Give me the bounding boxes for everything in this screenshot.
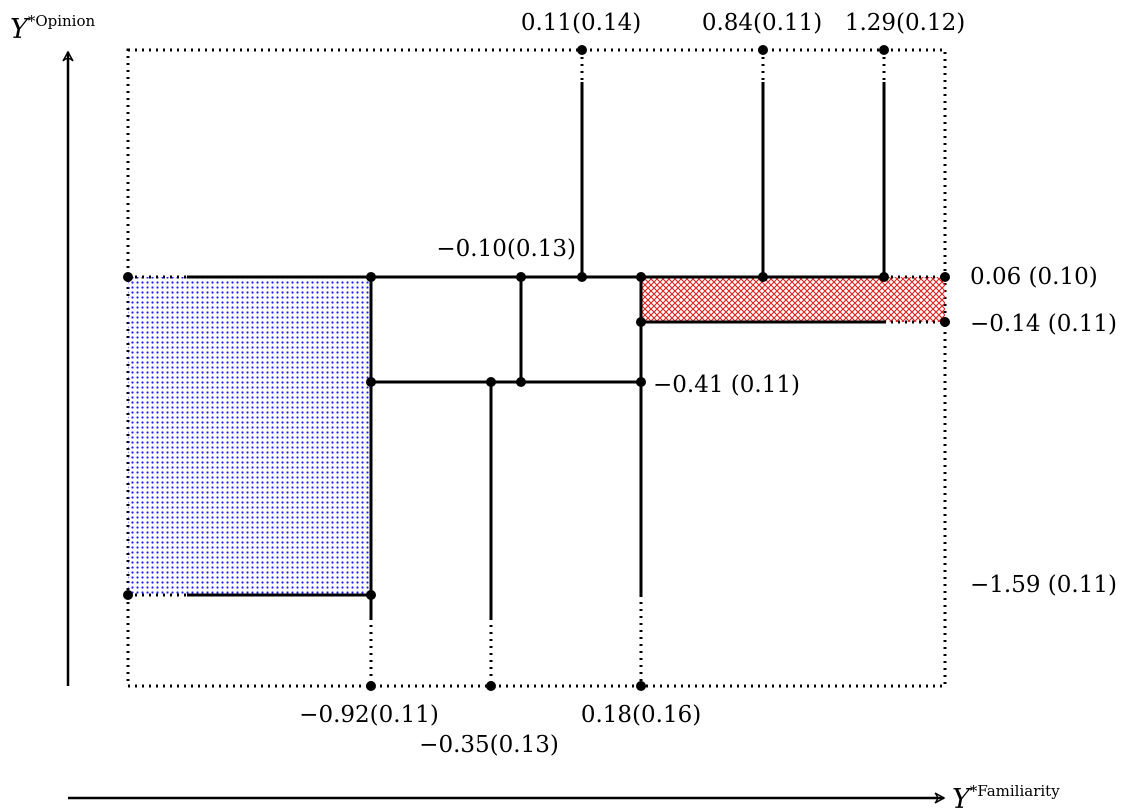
point-junction (636, 317, 646, 327)
y-axis-label: Y*Opinion (10, 12, 96, 45)
point-junction (366, 590, 376, 600)
label-top-011: 0.11(0.14) (521, 10, 641, 36)
point-junction (486, 377, 496, 387)
point-right-006 (940, 272, 950, 282)
label-right-159: −1.59 (0.11) (970, 572, 1117, 598)
label-top-084: 0.84(0.11) (702, 10, 822, 36)
point-junction (577, 272, 587, 282)
point-top-084 (758, 45, 768, 55)
point-inner-041 (636, 377, 646, 387)
point-junction (758, 272, 768, 282)
label-bottom-018: 0.18(0.16) (581, 702, 701, 728)
red-crosshatch-region (641, 277, 945, 322)
point-junction (516, 272, 526, 282)
point-left-upper (123, 272, 133, 282)
outer-frame (126, 48, 947, 688)
label-bottom-092: −0.92(0.11) (299, 702, 439, 728)
point-junction (516, 377, 526, 387)
point-junction (879, 272, 889, 282)
point-junction (636, 272, 646, 282)
label-right-006: 0.06 (0.10) (970, 264, 1098, 290)
solid-lines (187, 82, 886, 618)
point-left-lower (123, 590, 133, 600)
point-bottom-035 (486, 681, 496, 691)
point-junction (366, 272, 376, 282)
label-right-014: −0.14 (0.11) (970, 311, 1117, 337)
label-top-129: 1.29(0.12) (845, 10, 965, 36)
point-right-014 (940, 317, 950, 327)
point-top-011 (577, 45, 587, 55)
point-bottom-018 (636, 681, 646, 691)
dotted-connectors (128, 50, 945, 686)
label-middle-010: −0.10(0.13) (436, 236, 576, 262)
points (123, 45, 950, 691)
point-top-129 (879, 45, 889, 55)
label-inner-041: −0.41 (0.11) (653, 372, 800, 398)
blue-dotted-region (128, 277, 371, 595)
point-junction (366, 377, 376, 387)
label-bottom-035: −0.35(0.13) (419, 732, 559, 758)
point-bottom-092 (366, 681, 376, 691)
x-axis-label: Y*Familiarity (952, 782, 1060, 812)
